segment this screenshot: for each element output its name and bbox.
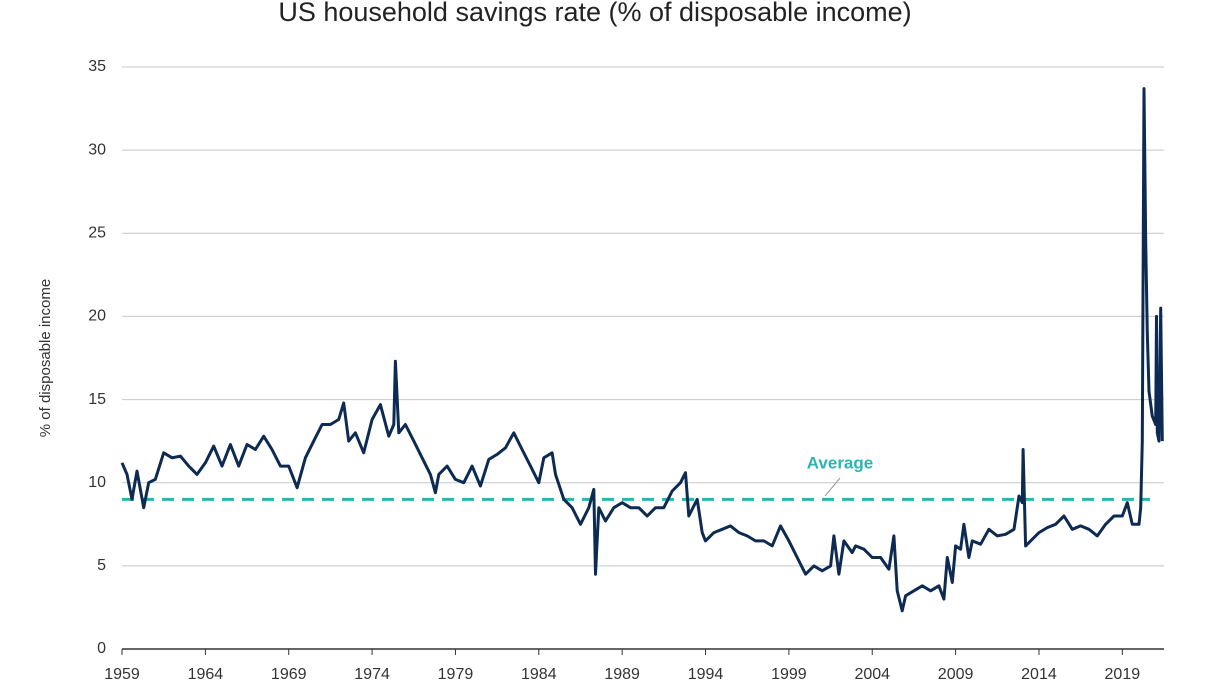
y-tick-label: 25 xyxy=(88,225,106,242)
y-tick-label: 5 xyxy=(97,557,106,574)
y-tick-label: 0 xyxy=(97,640,106,657)
y-tick-label: 10 xyxy=(88,474,106,491)
x-tick-label: 2019 xyxy=(1105,666,1141,683)
y-tick-label: 30 xyxy=(88,141,106,158)
x-tick-label: 1999 xyxy=(771,666,807,683)
x-tick-label: 1994 xyxy=(688,666,724,683)
x-tick-label: 2009 xyxy=(938,666,974,683)
y-tick-label: 15 xyxy=(88,391,106,408)
x-tick-label: 2004 xyxy=(854,666,890,683)
average-label: Average xyxy=(807,453,873,472)
x-tick-label: 1984 xyxy=(521,666,557,683)
y-tick-label: 20 xyxy=(88,308,106,325)
x-tick-label: 1969 xyxy=(271,666,307,683)
x-tick-label: 1979 xyxy=(438,666,474,683)
average-pointer xyxy=(824,477,841,497)
y-tick-label: 35 xyxy=(88,58,106,75)
x-tick-label: 1974 xyxy=(354,666,390,683)
y-axis-label: % of disposable income xyxy=(37,279,54,437)
x-tick-label: 1959 xyxy=(104,666,140,683)
x-tick-label: 2014 xyxy=(1021,666,1057,683)
x-tick-label: 1989 xyxy=(604,666,640,683)
chart-title: US household savings rate (% of disposab… xyxy=(278,0,911,27)
x-tick-label: 1964 xyxy=(188,666,224,683)
savings-line xyxy=(120,87,1164,613)
